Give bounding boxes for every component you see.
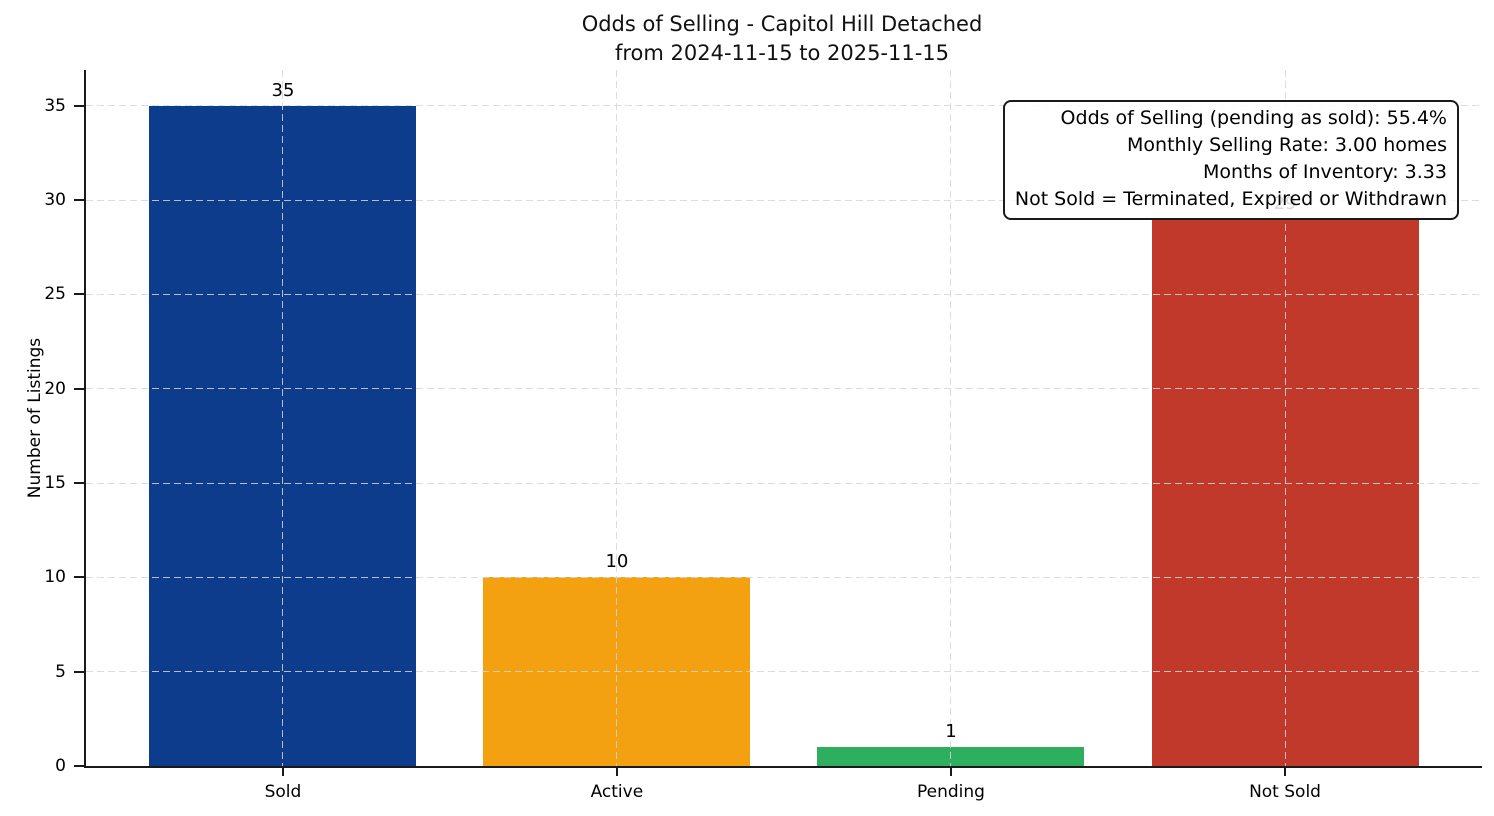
gridline-vertical <box>282 70 284 766</box>
stats-annotation-box: Odds of Selling (pending as sold): 55.4%… <box>1002 100 1459 220</box>
y-tick-label: 20 <box>44 378 66 399</box>
bar-value-label: 1 <box>945 721 957 743</box>
gridline-horizontal <box>86 671 1482 673</box>
y-tick-label: 35 <box>44 95 66 116</box>
x-tick-mark <box>615 766 618 776</box>
y-tick-mark <box>74 482 84 485</box>
y-tick-mark <box>74 104 84 107</box>
stat-not-sold-definition: Not Sold = Terminated, Expired or Withdr… <box>1014 188 1447 210</box>
gridline-horizontal <box>86 293 1482 295</box>
gridline-horizontal <box>86 199 1482 201</box>
stat-odds-of-selling: Odds of Selling (pending as sold): 55.4% <box>1060 107 1447 129</box>
y-tick-mark <box>74 293 84 296</box>
chart-title: Odds of Selling - Capitol Hill Detached <box>581 12 983 36</box>
x-tick-label: Sold <box>264 782 302 802</box>
gridline-vertical <box>616 70 618 766</box>
gridline-horizontal <box>86 576 1482 578</box>
bar-value-label: 35 <box>271 79 295 101</box>
y-tick-mark <box>74 576 84 579</box>
gridline-vertical <box>950 70 952 766</box>
chart-title-block: Odds of Selling - Capitol Hill Detached … <box>84 10 1480 68</box>
bar-value-label: 10 <box>605 551 629 573</box>
y-tick-label: 25 <box>44 284 66 305</box>
stat-monthly-selling-rate: Monthly Selling Rate: 3.00 homes <box>1127 134 1447 156</box>
y-tick-mark <box>74 199 84 202</box>
y-tick-mark <box>74 670 84 673</box>
chart-subtitle: from 2024-11-15 to 2025-11-15 <box>614 41 950 65</box>
y-tick-label: 0 <box>55 756 66 776</box>
x-tick-mark <box>281 766 284 776</box>
x-tick-label: Active <box>590 782 644 802</box>
gridline-vertical <box>1284 70 1286 766</box>
y-tick-mark <box>74 765 84 767</box>
y-axis-label: Number of Listings <box>25 337 45 499</box>
x-tick-mark <box>949 766 952 776</box>
gridline-horizontal <box>86 105 1482 107</box>
y-tick-label: 30 <box>44 190 66 211</box>
gridline-horizontal <box>86 482 1482 484</box>
y-tick-label: 5 <box>55 661 66 682</box>
y-tick-label: 15 <box>44 473 66 494</box>
y-tick-label: 10 <box>44 567 66 588</box>
x-tick-label: Pending <box>916 782 985 802</box>
gridline-horizontal <box>86 388 1482 390</box>
stat-months-of-inventory: Months of Inventory: 3.33 <box>1203 161 1447 183</box>
plot-area: 0510152025303535Sold10Active1Pending29No… <box>44 70 1482 802</box>
x-tick-label: Not Sold <box>1249 782 1321 802</box>
x-tick-mark <box>1284 766 1287 776</box>
y-tick-mark <box>74 387 84 390</box>
